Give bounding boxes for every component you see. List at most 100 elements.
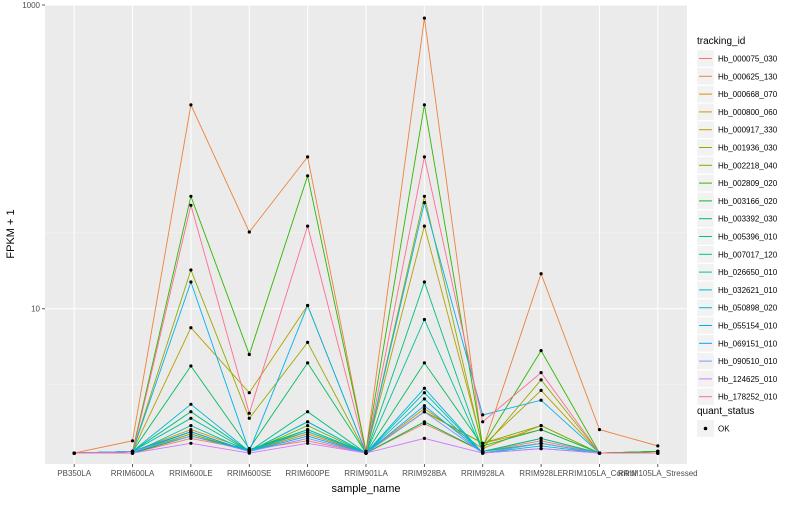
- data-point: [247, 451, 251, 455]
- legend-label: Hb_055154_010: [718, 322, 778, 331]
- data-point: [247, 447, 251, 451]
- data-point: [306, 439, 310, 443]
- data-points: [72, 16, 660, 455]
- data-point: [306, 174, 310, 178]
- legend-label: Hb_000800_060: [718, 108, 778, 117]
- legend-item: Hb_069151_010: [696, 334, 778, 353]
- legend-label: Hb_069151_010: [718, 339, 778, 348]
- data-point: [364, 451, 368, 455]
- legend-label: Hb_002809_020: [718, 179, 778, 188]
- data-point: [306, 361, 310, 365]
- data-point: [481, 447, 485, 451]
- legend-title: tracking_id: [697, 36, 745, 47]
- data-point: [656, 451, 660, 455]
- data-point: [189, 434, 193, 438]
- data-point: [539, 441, 543, 445]
- x-tick-label: RRIM105LA_Control: [563, 469, 637, 478]
- y-axis: 10 1000: [22, 1, 45, 314]
- data-point: [72, 451, 76, 455]
- data-point: [189, 280, 193, 284]
- data-point: [422, 404, 426, 408]
- data-point: [306, 155, 310, 159]
- data-point: [189, 326, 193, 330]
- data-point: [189, 268, 193, 272]
- data-point: [422, 16, 426, 20]
- legend-item: Hb_032621_010: [696, 281, 778, 299]
- data-point: [422, 410, 426, 414]
- legend-items: Hb_000075_030 Hb_000625_130 Hb_000668_070 H…: [696, 49, 778, 406]
- data-point: [481, 420, 485, 424]
- data-point: [306, 436, 310, 440]
- data-point: [539, 371, 543, 375]
- data-point: [539, 424, 543, 428]
- data-point: [189, 194, 193, 198]
- data-point: [306, 224, 310, 228]
- legend-item: Hb_050898_020: [696, 298, 778, 317]
- data-point: [189, 416, 193, 420]
- data-point: [422, 280, 426, 284]
- data-point: [306, 434, 310, 438]
- data-point: [130, 451, 135, 455]
- legend: tracking_id Hb_000075_030Hb_000625_130Hb…: [696, 36, 778, 437]
- x-tick-label: RRIM600LA: [111, 469, 155, 478]
- data-point: [422, 407, 426, 411]
- data-point: [539, 439, 543, 443]
- x-axis: PB350LA RRIM600LA RRIM600LE RRIM600SE RRIM60…: [57, 464, 698, 478]
- data-point: [422, 194, 426, 198]
- data-point: [247, 230, 251, 234]
- legend-label: Hb_007017_120: [718, 250, 778, 259]
- data-point: [189, 436, 193, 440]
- x-tick-label: RRIM928BA: [402, 469, 447, 478]
- data-point: [247, 416, 251, 420]
- legend-item: Hb_000075_030: [696, 49, 778, 68]
- data-point: [189, 364, 193, 368]
- data-point: [306, 303, 310, 308]
- data-point: [189, 103, 193, 107]
- data-point: [422, 420, 426, 424]
- legend-item: Hb_003166_020: [696, 192, 778, 210]
- legend-item: Hb_000800_060: [696, 103, 778, 121]
- data-point: [481, 413, 485, 417]
- data-point: [539, 398, 543, 402]
- data-point: [422, 386, 426, 390]
- y-axis-title: FPKM + 1: [5, 209, 17, 258]
- quant-status-legend-title: quant_status: [697, 406, 754, 417]
- data-point: [422, 201, 426, 205]
- data-point: [597, 451, 602, 455]
- data-point: [130, 439, 135, 443]
- legend-item: Hb_003392_030: [696, 209, 778, 228]
- legend-item: Hb_005396_010: [696, 227, 778, 246]
- legend-label: Hb_003166_020: [718, 197, 778, 206]
- x-tick-label: RRIM600PE: [285, 469, 329, 478]
- legend-label: Hb_000075_030: [718, 55, 778, 64]
- legend-label: Hb_002218_040: [718, 161, 778, 170]
- x-tick-label: RRIM105LA_Stressed: [618, 469, 698, 478]
- legend-label: Hb_003392_030: [718, 215, 778, 224]
- data-point: [481, 441, 485, 445]
- data-point: [539, 447, 543, 451]
- data-point: [422, 103, 426, 107]
- x-axis-title: sample_name: [331, 483, 400, 495]
- legend-item: Hb_002809_020: [696, 174, 778, 192]
- data-point: [189, 203, 193, 207]
- data-point: [422, 155, 426, 159]
- data-point: [306, 340, 310, 344]
- legend-item: Hb_002218_040: [696, 156, 778, 175]
- quant-status-ok-label: OK: [718, 425, 730, 434]
- legend-item: Hb_090510_010: [696, 352, 778, 370]
- x-tick-label: RRIM901LA: [344, 469, 388, 478]
- legend-label: Hb_000668_070: [718, 90, 778, 99]
- legend-label: Hb_000625_130: [718, 72, 778, 81]
- data-point: [247, 391, 251, 395]
- legend-label: Hb_178252_010: [718, 393, 778, 402]
- data-point: [539, 378, 543, 382]
- y-tick-label: 1000: [22, 1, 40, 10]
- data-point: [189, 424, 193, 428]
- data-point: [422, 436, 426, 440]
- quant-status-ok-point: [703, 426, 708, 431]
- data-point: [539, 436, 543, 440]
- legend-label: Hb_032621_010: [718, 286, 778, 295]
- legend-label: Hb_050898_020: [718, 304, 778, 313]
- x-tick-label: RRIM928LE: [519, 469, 563, 478]
